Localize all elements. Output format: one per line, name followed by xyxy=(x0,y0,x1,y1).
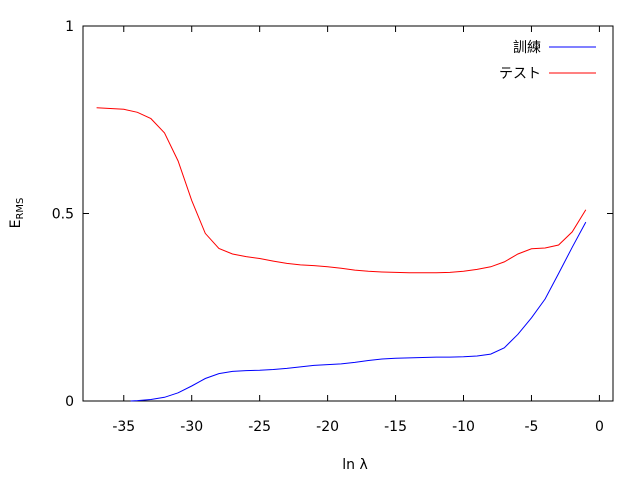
x-tick-label: 0 xyxy=(595,419,604,435)
y-axis-label-sub: RMS xyxy=(15,198,26,220)
plot-frame xyxy=(82,25,614,402)
y-axis-ticks: 00.51 xyxy=(52,19,613,410)
series-line xyxy=(130,221,587,402)
y-axis-label: ERMS xyxy=(8,198,26,229)
y-tick-label: 0 xyxy=(65,394,74,410)
x-tick-label: -35 xyxy=(112,419,135,435)
x-axis-label: ln λ xyxy=(342,457,368,473)
legend-label: 訓練 xyxy=(513,40,541,56)
x-tick-label: -5 xyxy=(524,419,538,435)
x-tick-label: -25 xyxy=(248,419,271,435)
svg-text:ERMS: ERMS xyxy=(8,198,26,229)
series-line xyxy=(96,107,587,274)
x-tick-label: -30 xyxy=(180,419,203,435)
x-tick-label: -10 xyxy=(452,419,475,435)
y-axis-label-main: E xyxy=(8,220,24,229)
y-tick-label: 0.5 xyxy=(52,207,74,223)
series-layer xyxy=(96,107,587,402)
legend-label: テスト xyxy=(499,66,541,82)
x-tick-label: -20 xyxy=(316,419,339,435)
x-tick-label: -15 xyxy=(384,419,407,435)
y-tick-label: 1 xyxy=(65,19,74,35)
x-axis-ticks: -35 -30 -25 -20 -15 -10 -5 0 xyxy=(112,26,604,435)
